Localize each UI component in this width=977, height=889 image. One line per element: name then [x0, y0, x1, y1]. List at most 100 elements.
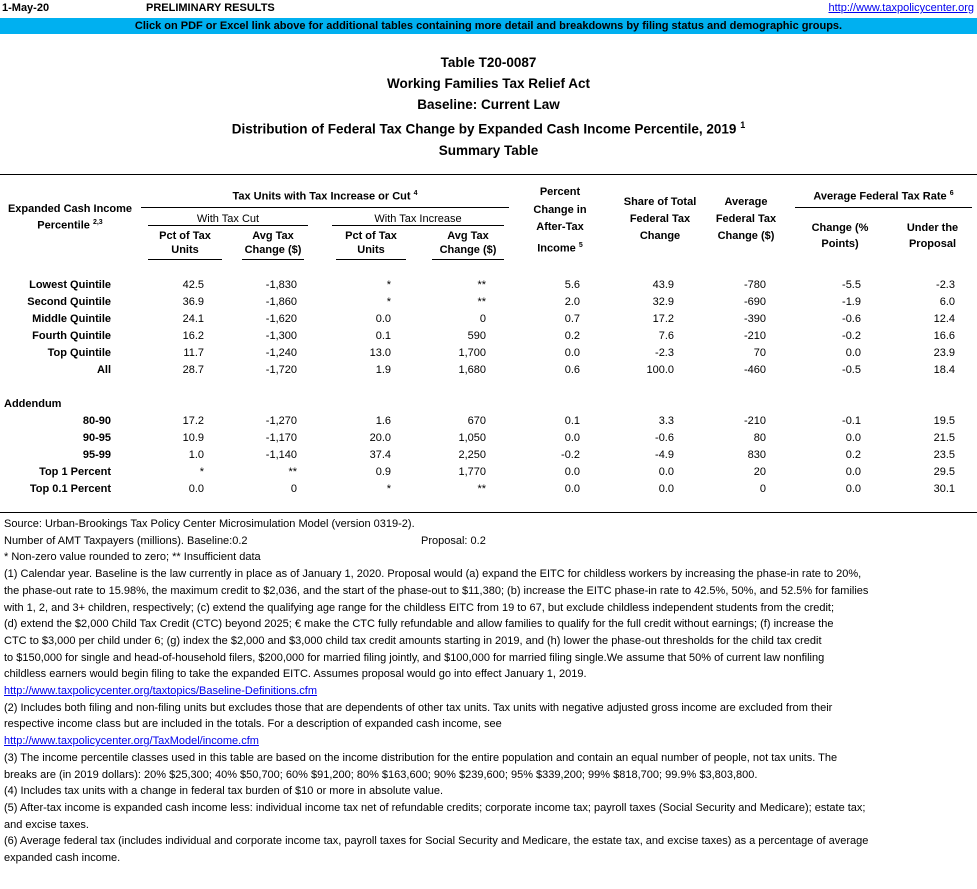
- cell-c5: 2.0: [564, 296, 580, 308]
- cell-c3: *: [386, 279, 391, 291]
- cell-c7: -780: [743, 279, 766, 291]
- group-header: Tax Units with Tax Increase or Cut 4: [232, 190, 418, 203]
- addendum-row: Addendum: [0, 397, 977, 414]
- u1: [148, 259, 222, 260]
- after-tax-header: Percent Change in After-Tax Income 5: [533, 186, 587, 255]
- cell-c6: -0.6: [655, 432, 674, 444]
- cell-c9: 23.9: [933, 347, 955, 359]
- cell-c3: *: [386, 296, 391, 308]
- cell-c4: 0: [479, 313, 486, 325]
- cell-c5: 0.7: [564, 313, 580, 325]
- table-row: Middle Quintile 24.1 -1,620 0.0 0 0.7 17.2 -390…: [0, 312, 977, 329]
- cell-c4: **: [477, 279, 486, 291]
- summary-label: Summary Table: [438, 142, 539, 158]
- table-number: Table T20-0087: [440, 55, 537, 70]
- cell-c7: -210: [743, 330, 766, 342]
- cell-c8: 0.2: [845, 449, 861, 461]
- cell-c4: 2,250: [458, 449, 486, 461]
- source-note: Source: Urban-Brookings Tax Policy Cente…: [4, 518, 415, 530]
- cell-c6: 43.9: [652, 279, 674, 291]
- cell-c2: 0: [290, 483, 297, 495]
- cell-c1: 1.0: [188, 449, 204, 461]
- rate-group-header: Average Federal Tax Rate 6: [813, 190, 954, 203]
- cell-c1: 28.7: [182, 364, 204, 376]
- note-4: (4) Includes tax units with a change in …: [4, 785, 444, 798]
- cell-c2: -1,270: [265, 415, 297, 427]
- table-titles: Table T20-0087 Working Families Tax Reli…: [0, 52, 977, 161]
- cell-c9: 30.1: [933, 483, 955, 495]
- row-label: Second Quintile: [27, 296, 111, 308]
- row-label: 95-99: [82, 449, 111, 461]
- inc-avg-header: Avg Tax Change ($): [439, 230, 497, 256]
- cell-c5: 0.0: [564, 432, 580, 444]
- cell-c1: 16.2: [182, 330, 204, 342]
- cell-c5: -0.2: [561, 449, 580, 461]
- cell-c4: 1,770: [458, 466, 486, 478]
- rate-under-header: Under the Proposal: [906, 222, 959, 250]
- cell-c8: 0.0: [845, 347, 861, 359]
- cell-c2: -1,300: [265, 330, 297, 342]
- report-date: 1-May-20: [2, 2, 50, 14]
- info-banner: Click on PDF or Excel link above for add…: [0, 18, 977, 34]
- cell-c3: 37.4: [369, 449, 391, 461]
- cell-c2: -1,140: [265, 449, 297, 461]
- cell-c7: -210: [743, 415, 766, 427]
- rate-rule: [795, 207, 972, 208]
- table-row: 95-99 1.0 -1,140 37.4 2,250 -0.2 -4.9 830 0.2 23.…: [0, 448, 977, 465]
- cell-c9: 6.0: [939, 296, 955, 308]
- baseline-title: Baseline: Current Law: [417, 97, 560, 112]
- cell-c6: 3.3: [658, 415, 674, 427]
- cell-c5: 0.2: [564, 330, 580, 342]
- cell-c5: 0.0: [564, 347, 580, 359]
- cell-c6: 7.6: [658, 330, 674, 342]
- cell-c2: -1,720: [265, 364, 297, 376]
- cell-c1: *: [199, 466, 204, 478]
- cell-c4: 1,700: [458, 347, 486, 359]
- cell-c5: 0.0: [564, 483, 580, 495]
- site-link[interactable]: http://www.taxpolicycenter.org: [828, 2, 974, 14]
- table-row: 80-90 17.2 -1,270 1.6 670 0.1 3.3 -210 -0.1 19.5: [0, 414, 977, 431]
- cell-c2: -1,860: [265, 296, 297, 308]
- cell-c7: 70: [753, 347, 766, 359]
- cell-c3: 13.0: [369, 347, 391, 359]
- amt-note: Number of AMT Taxpayers (millions). Base…: [4, 534, 486, 547]
- note-5: (5) After-tax income is expanded cash in…: [4, 801, 866, 814]
- cell-c9: 18.4: [933, 364, 955, 376]
- cell-c8: -0.1: [842, 415, 861, 427]
- table-row: All 28.7 -1,720 1.9 1,680 0.6 100.0 -460 -0.5 18.…: [0, 363, 977, 380]
- cell-c4: 670: [467, 415, 486, 427]
- note-2: (2) Includes both filing and non-filing …: [4, 701, 833, 714]
- row-label: 90-95: [82, 432, 111, 444]
- cut-pct-header: Pct of Tax Units: [159, 230, 211, 256]
- group-rule: [141, 207, 509, 208]
- income-definition-link[interactable]: http://www.taxpolicycenter.org/TaxModel/…: [4, 735, 259, 748]
- cell-c5: 0.1: [564, 415, 580, 427]
- note-1: (1) Calendar year. Baseline is the law c…: [4, 568, 862, 581]
- cell-c6: 0.0: [658, 483, 674, 495]
- cell-c3: 1.9: [375, 364, 391, 376]
- baseline-definitions-link[interactable]: http://www.taxpolicycenter.org/taxtopics…: [4, 685, 318, 698]
- avg-fed-header: Average Federal Tax Change ($): [715, 196, 777, 242]
- row-label: Top 0.1 Percent: [29, 483, 111, 495]
- row-label: Middle Quintile: [32, 313, 111, 325]
- note-3: (3) The income percentile classes used i…: [4, 751, 838, 764]
- cut-avg-header: Avg Tax Change ($): [244, 230, 302, 256]
- cell-c8: -0.5: [842, 364, 861, 376]
- share-header: Share of Total Federal Tax Change: [623, 196, 697, 242]
- table-row: Top Quintile 11.7 -1,240 13.0 1,700 0.0 -2.3 70…: [0, 346, 977, 363]
- u2: [242, 259, 304, 260]
- cell-c4: 590: [467, 330, 486, 342]
- cell-c9: 16.6: [933, 330, 955, 342]
- table-row: 90-95 10.9 -1,170 20.0 1,050 0.0 -0.6 80 0.0 21.5: [0, 431, 977, 448]
- cell-c7: 80: [753, 432, 766, 444]
- cell-c5: 5.6: [564, 279, 580, 291]
- cell-c3: 20.0: [369, 432, 391, 444]
- cell-c9: -2.3: [936, 279, 955, 291]
- inc-pct-header: Pct of Tax Units: [345, 230, 397, 256]
- cell-c4: 1,050: [458, 432, 486, 444]
- table-row: Fourth Quintile 16.2 -1,300 0.1 590 0.2 7.6 -21…: [0, 329, 977, 346]
- cell-c5: 0.6: [564, 364, 580, 376]
- cut-rule: [148, 225, 308, 226]
- cell-c2: **: [288, 466, 297, 478]
